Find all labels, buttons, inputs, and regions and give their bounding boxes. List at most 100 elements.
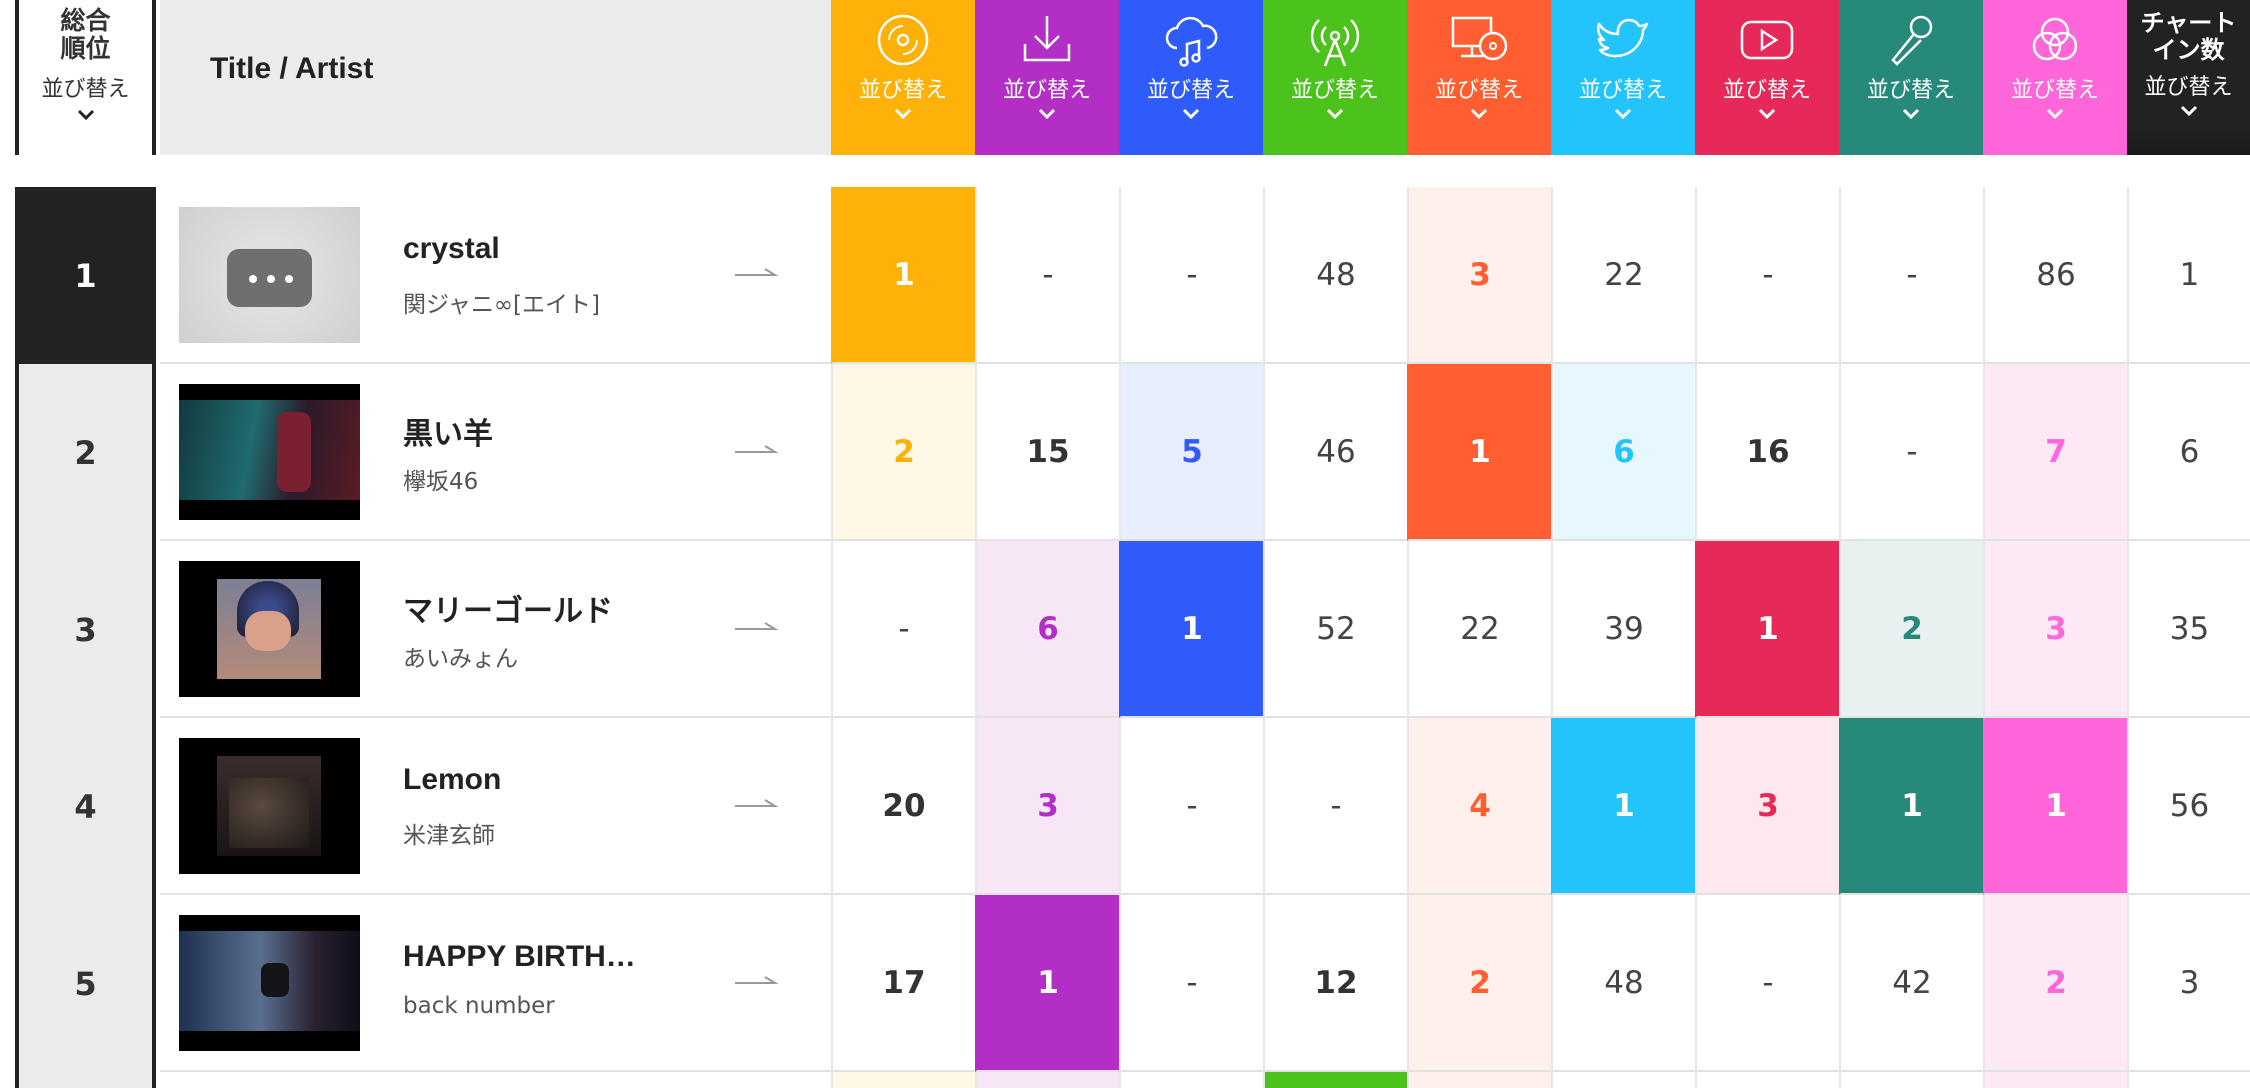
video-thumbnail[interactable]	[179, 915, 360, 1051]
sort-label[interactable]: 並び替え	[858, 78, 947, 103]
song-title[interactable]: マリーゴールド	[403, 595, 613, 628]
title-artist-cell[interactable]: マリーゴールドあいみょん	[160, 541, 831, 718]
video-thumbnail[interactable]	[179, 207, 360, 343]
column-header-chart-in-count[interactable]: チャート イン数並び替え	[2127, 0, 2250, 155]
download-icon	[1023, 16, 1071, 62]
title-artist-cell[interactable]: 黒い羊欅坂46	[160, 364, 831, 541]
rank-cell-download: 15	[975, 364, 1119, 541]
chart-row[interactable]: 4 Lemon 米津玄師 20 3- -4 1 3 1 1 56	[0, 718, 2250, 895]
radio-antenna-icon	[1310, 19, 1360, 67]
rank-cell-radio-antenna: 48	[1263, 187, 1407, 364]
column-header-venn-circles[interactable]: 並び替え	[1983, 0, 2127, 155]
chevron-down-icon[interactable]	[1902, 108, 1920, 120]
chart-row[interactable]: 5 HAPPY BIRTH… back number 17 1-12 2 48-42 2 3	[0, 895, 2250, 1072]
artist-name[interactable]: あいみょん	[403, 646, 518, 672]
artist-name[interactable]: back number	[403, 993, 555, 1019]
rank-cell-youtube-play: -	[1695, 187, 1839, 364]
column-header-microphone[interactable]: 並び替え	[1839, 0, 1983, 155]
title-artist-label: Title / Artist	[210, 52, 374, 85]
trend-arrow-icon	[735, 268, 779, 276]
chevron-down-icon[interactable]	[77, 109, 95, 121]
column-header-download[interactable]: 並び替え	[975, 0, 1119, 155]
sort-label[interactable]: 並び替え	[2010, 78, 2099, 103]
rank-cell-cd-disc: 17	[831, 895, 975, 1072]
column-header-youtube-play[interactable]: 並び替え	[1695, 0, 1839, 155]
sort-label[interactable]: 並び替え	[1290, 78, 1379, 103]
sort-label[interactable]: 並び替え	[1866, 78, 1955, 103]
video-thumbnail[interactable]	[179, 738, 360, 874]
column-header-twitter-bird[interactable]: 並び替え	[1551, 0, 1695, 155]
song-title[interactable]: 黒い羊	[403, 418, 493, 451]
rank-cell-microphone: 1	[1839, 718, 1983, 895]
rank-number: 2	[74, 433, 97, 472]
chevron-down-icon[interactable]	[1182, 108, 1200, 120]
trend-arrow-icon	[735, 799, 779, 807]
rank-number: 1	[15, 187, 156, 364]
rank-cell-chart-in-count: 3	[2127, 895, 2250, 1072]
column-header-cloud-music[interactable]: 並び替え	[1119, 0, 1263, 155]
chevron-down-icon[interactable]	[1614, 108, 1632, 120]
rank-cell-cd-disc: -	[831, 541, 975, 718]
sort-label[interactable]: 並び替え	[1002, 78, 1091, 103]
artist-name[interactable]: 米津玄師	[403, 823, 495, 849]
rank-sort-label[interactable]: 並び替え	[41, 77, 130, 102]
song-title[interactable]: HAPPY BIRTH…	[403, 940, 636, 973]
chart-row[interactable]: 2 黒い羊 欅坂46 2 15 5 46 1 6 16-7 6	[0, 364, 2250, 541]
sort-label[interactable]: 並び替え	[1722, 78, 1811, 103]
chart-in-count-label: チャート イン数	[2140, 9, 2237, 64]
rank-cell-download: 3	[975, 718, 1119, 895]
sort-label[interactable]: 並び替え	[1434, 78, 1523, 103]
rank-cell-pc-disc: 3	[1407, 187, 1551, 364]
rank-cell-download: -	[975, 187, 1119, 364]
chevron-down-icon[interactable]	[1470, 108, 1488, 120]
chevron-down-icon[interactable]	[2046, 108, 2064, 120]
rank-cell-microphone: 2	[1839, 541, 1983, 718]
chevron-down-icon[interactable]	[1326, 108, 1344, 120]
rank-cell-youtube-play: -	[1695, 895, 1839, 1072]
column-header-radio-antenna[interactable]: 並び替え	[1263, 0, 1407, 155]
chart-row[interactable]: 1 crystal 関ジャニ∞[エイト] 1- -48 3 22- -86 1	[0, 187, 2250, 364]
next-row-cell	[1695, 1072, 1839, 1088]
column-header-pc-disc[interactable]: 並び替え	[1407, 0, 1551, 155]
title-artist-header: Title / Artist	[160, 0, 831, 155]
next-row-cell	[975, 1072, 1119, 1088]
rank-cell-chart-in-count: 6	[2127, 364, 2250, 541]
chevron-down-icon[interactable]	[2180, 105, 2198, 117]
rank-cell-venn-circles: 3	[1983, 541, 2127, 718]
rank-column-header[interactable]: 総合 順位 並び替え	[15, 0, 156, 155]
next-row-cell	[1407, 1072, 1551, 1088]
song-title[interactable]: Lemon	[403, 763, 502, 796]
rank-cell-cloud-music: 5	[1119, 364, 1263, 541]
chevron-down-icon[interactable]	[894, 108, 912, 120]
chevron-down-icon[interactable]	[1038, 108, 1056, 120]
sort-label[interactable]: 並び替え	[1146, 78, 1235, 103]
sort-label[interactable]: 並び替え	[1578, 78, 1667, 103]
rank-cell-cd-disc: 1	[831, 187, 975, 364]
next-row-partial	[0, 1072, 2250, 1088]
rank-number: 4	[74, 787, 97, 826]
next-row-cell	[1119, 1072, 1263, 1088]
title-artist-cell[interactable]: crystal 関ジャニ∞[エイト]	[160, 187, 831, 364]
video-thumbnail[interactable]	[179, 561, 360, 697]
next-row-cell	[1839, 1072, 1983, 1088]
rank-cell-twitter-bird: 48	[1551, 895, 1695, 1072]
chart-row[interactable]: 3 マリーゴールド あいみょん -6 1 52 22 39 1 2 3 35	[0, 541, 2250, 718]
chevron-down-icon[interactable]	[1758, 108, 1776, 120]
artist-name[interactable]: 関ジャニ∞[エイト]	[403, 292, 600, 318]
column-header-cd-disc[interactable]: 並び替え	[831, 0, 975, 155]
rank-cell-radio-antenna: 12	[1263, 895, 1407, 1072]
rank-cell-chart-in-count: 56	[2127, 718, 2250, 895]
song-title[interactable]: crystal	[403, 232, 500, 265]
rank-number: 5	[74, 964, 97, 1003]
rank-cell-radio-antenna: 46	[1263, 364, 1407, 541]
rank-cell-cd-disc: 2	[831, 364, 975, 541]
sort-label[interactable]: 並び替え	[2144, 75, 2233, 100]
chart-header: 総合 順位 並び替え Title / Artist 並び替え 並び替え 並び替え 並び…	[0, 0, 2250, 155]
title-artist-cell[interactable]: HAPPY BIRTH… back number	[160, 895, 831, 1072]
video-thumbnail[interactable]	[179, 384, 360, 520]
title-artist-cell[interactable]: Lemon 米津玄師	[160, 718, 831, 895]
rank-cell-cd-disc: 20	[831, 718, 975, 895]
rank-cell-microphone: -	[1839, 187, 1983, 364]
artist-name[interactable]: 欅坂46	[403, 469, 479, 495]
